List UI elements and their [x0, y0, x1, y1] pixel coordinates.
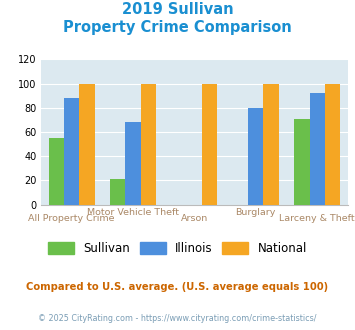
- Text: © 2025 CityRating.com - https://www.cityrating.com/crime-statistics/: © 2025 CityRating.com - https://www.city…: [38, 314, 317, 323]
- Legend: Sullivan, Illinois, National: Sullivan, Illinois, National: [43, 237, 312, 260]
- Bar: [248, 108, 263, 205]
- Text: Arson: Arson: [181, 214, 208, 223]
- Bar: [125, 122, 141, 205]
- Text: 2019 Sullivan: 2019 Sullivan: [122, 2, 233, 16]
- Bar: [79, 83, 94, 205]
- Bar: [110, 179, 125, 205]
- Text: Motor Vehicle Theft: Motor Vehicle Theft: [87, 208, 179, 217]
- Bar: [202, 83, 217, 205]
- Bar: [263, 83, 279, 205]
- Bar: [294, 119, 310, 205]
- Text: Property Crime Comparison: Property Crime Comparison: [63, 20, 292, 35]
- Bar: [325, 83, 340, 205]
- Text: Burglary: Burglary: [236, 208, 276, 217]
- Bar: [310, 93, 325, 205]
- Bar: [49, 138, 64, 205]
- Bar: [141, 83, 156, 205]
- Text: All Property Crime: All Property Crime: [28, 214, 115, 223]
- Text: Larceny & Theft: Larceny & Theft: [279, 214, 355, 223]
- Bar: [64, 98, 79, 205]
- Text: Compared to U.S. average. (U.S. average equals 100): Compared to U.S. average. (U.S. average …: [26, 282, 329, 292]
